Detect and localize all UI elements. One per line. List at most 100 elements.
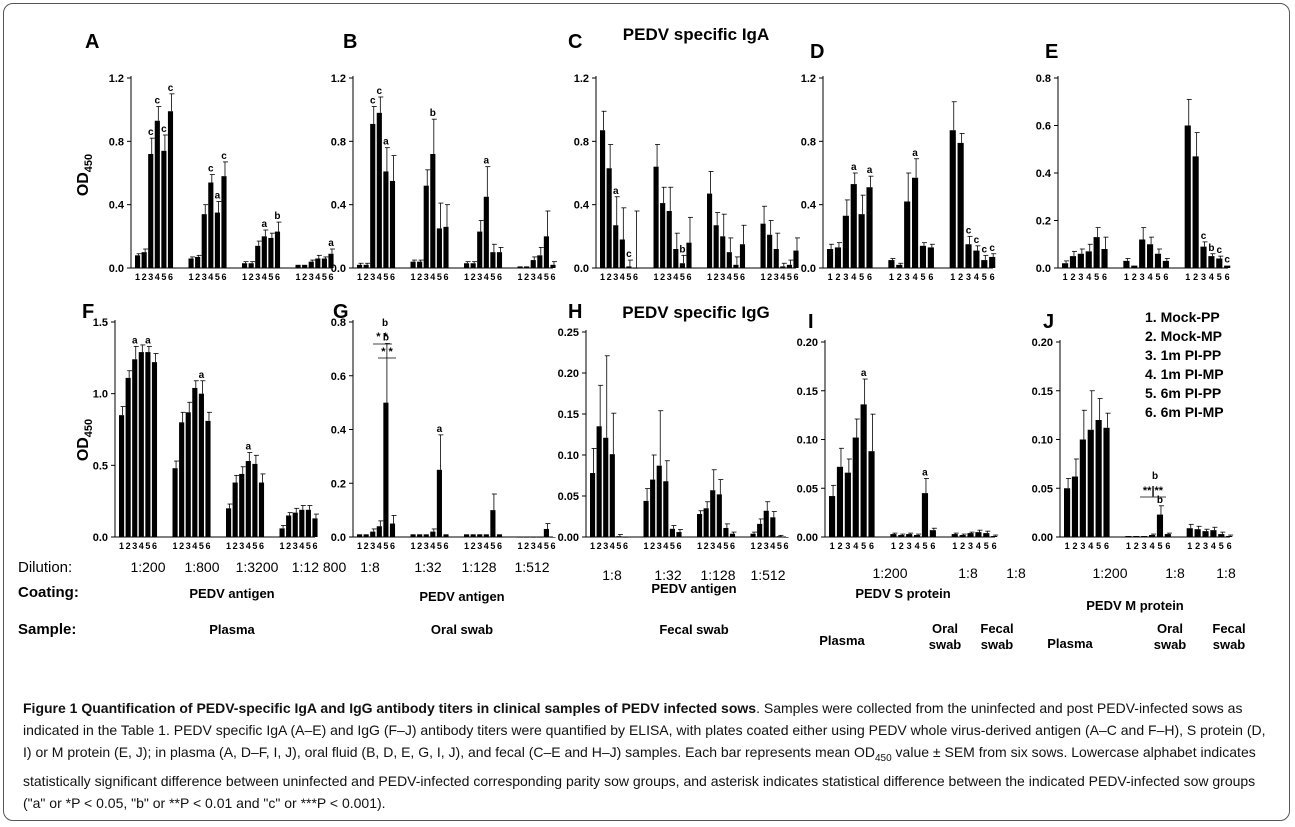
bar — [1123, 260, 1130, 268]
sample-label: Fecal — [980, 621, 1013, 636]
significance-letter: c — [148, 127, 154, 138]
significance-letter: c — [966, 225, 972, 236]
bar — [185, 412, 191, 537]
y-tick-label: 0.8 — [1036, 73, 1051, 85]
x-tick-label: 5 — [982, 272, 987, 282]
y-tick-label: 0.00 — [1032, 532, 1053, 544]
x-tick-label: 1 — [590, 541, 595, 551]
bar — [208, 182, 214, 268]
x-tick-label: 2 — [1072, 541, 1077, 551]
legend-entry: 4. 1m PI-MP — [1145, 366, 1224, 382]
x-tick-label: 6 — [686, 272, 691, 282]
y-tick-label: 0.05 — [1032, 483, 1053, 495]
bar — [1077, 253, 1084, 268]
bar — [733, 264, 739, 268]
x-tick-label: 1 — [357, 541, 362, 551]
bar — [650, 479, 656, 537]
x-tick-label: 4 — [139, 541, 144, 551]
x-tick-label: 3 — [657, 541, 662, 551]
x-tick-label: 3 — [1080, 541, 1085, 551]
dilution-label: 1:8 — [1006, 565, 1026, 581]
significance-letter: a — [851, 162, 857, 173]
significance-letter: b — [679, 244, 685, 255]
x-tick-label: 5 — [626, 272, 631, 282]
bar — [858, 214, 865, 268]
bar — [363, 264, 369, 268]
x-tick-label: 5 — [437, 272, 442, 282]
y-tick-label: 0.0 — [93, 532, 108, 544]
x-tick-label: 5 — [437, 541, 442, 551]
legend-entry: 6. 6m PI-MP — [1145, 404, 1224, 420]
bar — [477, 231, 483, 268]
y-tick-label: 0.0 — [331, 263, 346, 275]
bar — [600, 130, 606, 268]
bar — [829, 496, 836, 537]
dilution-label: 1:200 — [872, 565, 907, 581]
bar — [760, 223, 766, 268]
bar — [151, 362, 158, 537]
bar — [991, 536, 998, 537]
x-tick-label: 3 — [370, 541, 375, 551]
bar — [543, 528, 549, 537]
x-tick-label: 3 — [1078, 272, 1083, 282]
bar — [616, 536, 622, 537]
legend-entry: 5. 6m PI-PP — [1145, 385, 1221, 401]
x-tick-label: 2 — [897, 272, 902, 282]
x-tick-label: 5 — [920, 272, 925, 282]
significance-letter: a — [383, 137, 389, 148]
coating-label: PEDV M protein — [1086, 598, 1184, 613]
bar — [757, 523, 763, 537]
bar — [443, 226, 449, 268]
x-tick-label: 1 — [280, 541, 285, 551]
bar — [517, 537, 523, 538]
y-tick-label: 1.2 — [801, 73, 816, 85]
x-tick-label: 2 — [195, 272, 200, 282]
x-tick-label: 6 — [152, 541, 157, 551]
x-tick-label: 4 — [192, 541, 197, 551]
x-tick-label: 4 — [1148, 272, 1153, 282]
y-tick-label: 0.2 — [1036, 216, 1051, 228]
significance-letter: a — [912, 148, 918, 159]
x-tick-label: 2 — [1195, 541, 1200, 551]
bar — [161, 150, 167, 268]
x-tick-label: 5 — [161, 272, 166, 282]
bar — [609, 454, 615, 537]
sample-row-label: Sample: — [18, 621, 76, 638]
dilution-label: 1:512 — [750, 567, 785, 583]
x-tick-label: 5 — [777, 541, 782, 551]
x-tick-label: 3 — [424, 272, 429, 282]
x-tick-label: 5 — [1157, 541, 1162, 551]
x-tick-label: 2 — [899, 541, 904, 551]
x-tick-label: 5 — [922, 541, 927, 551]
x-tick-label: 4 — [1086, 272, 1091, 282]
x-tick-label: 3 — [613, 272, 618, 282]
y-tick-label: 0.10 — [558, 450, 579, 462]
bar — [496, 534, 503, 537]
significance-letter: c — [626, 249, 632, 260]
x-tick-label: 5 — [544, 272, 549, 282]
bar — [524, 266, 530, 268]
bar — [1064, 488, 1071, 537]
y-tick-label: 0.0 — [331, 532, 346, 544]
bar — [1226, 536, 1233, 537]
x-tick-label: 3 — [202, 272, 207, 282]
x-tick-label: 3 — [667, 272, 672, 282]
y-tick-label: 0.00 — [558, 532, 579, 544]
bar — [517, 266, 523, 268]
bar — [676, 532, 682, 537]
bar — [417, 534, 423, 537]
panel-letter-i: I — [808, 311, 814, 333]
x-tick-label: 6 — [1102, 272, 1107, 282]
bar — [299, 509, 305, 537]
y-tick-label: 0.20 — [1032, 337, 1053, 349]
x-tick-label: 6 — [497, 272, 502, 282]
bar — [248, 263, 254, 268]
x-tick-label: 5 — [544, 541, 549, 551]
bar — [179, 422, 185, 537]
x-tick-label: 4 — [915, 541, 920, 551]
x-tick-label: 5 — [787, 272, 792, 282]
dilution-label: 1:128 — [700, 567, 735, 583]
x-tick-label: 6 — [328, 272, 333, 282]
sample-label: Fecal — [1212, 621, 1245, 636]
x-tick-label: 4 — [974, 272, 979, 282]
